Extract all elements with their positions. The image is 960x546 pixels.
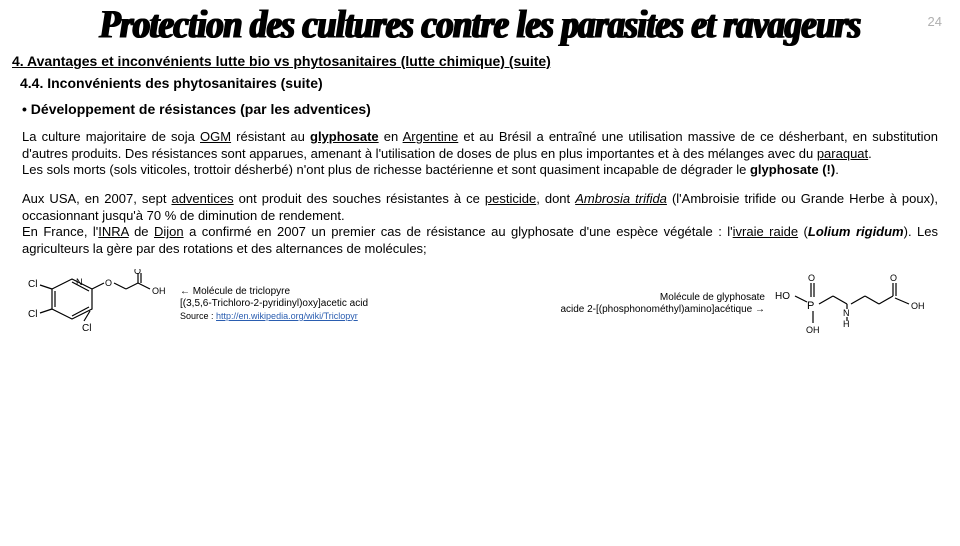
link-triclopyr-wiki[interactable]: http://en.wikipedia.org/wiki/Triclopyr <box>216 311 358 321</box>
section-heading: 4. Avantages et inconvénients lutte bio … <box>12 53 948 69</box>
molecule-glyphosate-block: Molécule de glyphosate acide 2-[(phospho… <box>560 269 938 339</box>
text: Les sols morts (sols viticoles, trottoir… <box>22 162 750 177</box>
link-pesticide[interactable]: pesticide <box>485 191 536 206</box>
svg-text:H: H <box>843 319 850 329</box>
svg-text:N: N <box>76 277 83 287</box>
page-title: Protection des cultures contre les paras… <box>0 1 960 47</box>
text: résistant au <box>231 129 310 144</box>
arrow-left-icon: ← <box>180 286 190 297</box>
text: ( <box>798 224 808 239</box>
subsection-heading: 4.4. Inconvénients des phytosanitaires (… <box>20 75 940 91</box>
text: de <box>129 224 154 239</box>
text: , dont <box>536 191 575 206</box>
bold-glyphosate: glyphosate <box>310 129 379 144</box>
svg-text:OH: OH <box>152 286 166 296</box>
link-ivraie[interactable]: ivraie raide <box>733 224 798 239</box>
link-ogm[interactable]: OGM <box>200 129 231 144</box>
caption-formula: [(3,5,6-Trichloro-2-pyridinyl)oxy]acetic… <box>180 298 368 309</box>
italic-lolium: Lolium rigidum <box>808 224 904 239</box>
svg-text:Cl: Cl <box>28 279 37 290</box>
molecule-triclopyre-icon: N Cl Cl Cl O O OH <box>22 269 172 339</box>
molecule-glyphosate-caption: Molécule de glyphosate acide 2-[(phospho… <box>560 292 765 317</box>
svg-text:O: O <box>890 273 897 283</box>
svg-text:OH: OH <box>806 325 820 335</box>
caption-name: Molécule de glyphosate <box>660 292 765 303</box>
bold-glyphosate-2: glyphosate (!) <box>750 162 835 177</box>
text: La culture majoritaire de soja <box>22 129 200 144</box>
svg-text:Cl: Cl <box>28 309 37 320</box>
text: . <box>868 146 872 161</box>
svg-text:O: O <box>808 273 815 283</box>
paragraph-1: La culture majoritaire de soja OGM résis… <box>22 129 938 179</box>
molecule-triclopyre-block: N Cl Cl Cl O O OH ← <box>22 269 368 339</box>
svg-text:N: N <box>843 308 850 318</box>
link-argentine[interactable]: Argentine <box>403 129 459 144</box>
svg-text:P: P <box>807 300 814 312</box>
caption-formula: acide 2-[(phosphonométhyl)amino]acétique… <box>560 304 765 315</box>
link-ambrosia[interactable]: Ambrosia trifida <box>575 191 667 206</box>
svg-text:O: O <box>105 278 112 288</box>
bullet-point: • Développement de résistances (par les … <box>22 101 938 117</box>
paragraph-2: Aux USA, en 2007, sept adventices ont pr… <box>22 191 938 258</box>
molecule-triclopyre-caption: ← Molécule de triclopyre [(3,5,6-Trichlo… <box>180 286 368 324</box>
caption-source-label: Source : <box>180 311 216 321</box>
svg-text:OH: OH <box>911 301 925 311</box>
svg-text:O: O <box>134 269 141 276</box>
text: en <box>379 129 403 144</box>
text: ont produit des souches résistantes à ce <box>234 191 485 206</box>
text: . <box>835 162 839 177</box>
caption-name: Molécule de triclopyre <box>193 286 290 297</box>
text: En France, l' <box>22 224 98 239</box>
text: a confirmé en 2007 un premier cas de rés… <box>184 224 733 239</box>
link-inra[interactable]: INRA <box>98 224 128 239</box>
link-dijon[interactable]: Dijon <box>154 224 184 239</box>
link-adventices[interactable]: adventices <box>171 191 233 206</box>
svg-text:HO: HO <box>775 291 790 302</box>
svg-text:Cl: Cl <box>82 323 91 334</box>
link-paraquat[interactable]: paraquat <box>817 146 868 161</box>
text: Aux USA, en 2007, sept <box>22 191 171 206</box>
molecule-glyphosate-icon: HO P O OH N H <box>773 269 938 339</box>
molecule-row: N Cl Cl Cl O O OH ← <box>22 269 938 339</box>
